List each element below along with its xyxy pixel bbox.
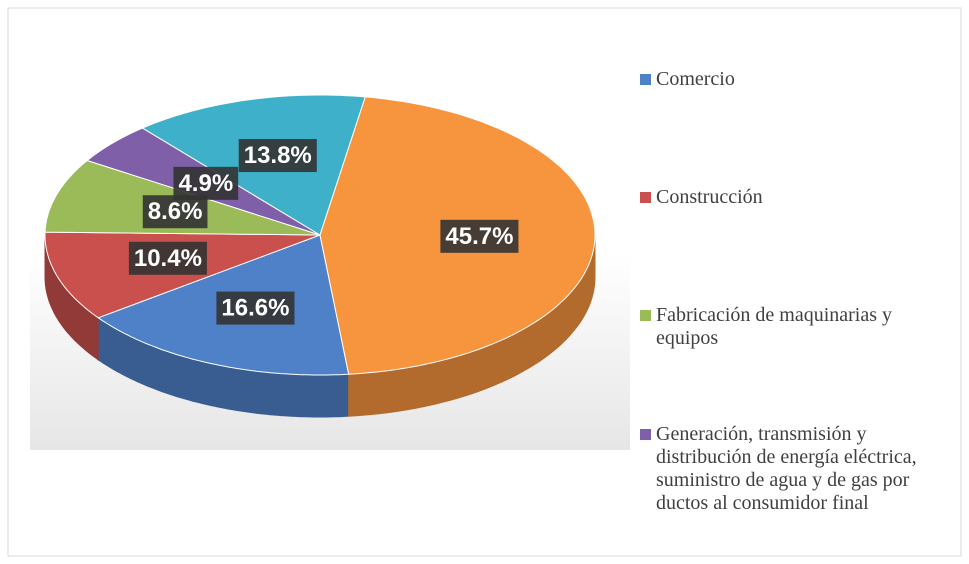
- data-label-text: 8.6%: [148, 198, 203, 225]
- data-label-bg: [440, 219, 519, 253]
- legend-swatch: [640, 429, 651, 440]
- legend-label: Fabricación de maquinarias y equipos: [656, 304, 893, 349]
- legend-swatch: [640, 310, 651, 321]
- data-label-text: 4.9%: [178, 170, 233, 197]
- data-label: 10.4%: [128, 241, 207, 275]
- data-label: 13.8%: [238, 139, 317, 173]
- legend-label: Construcción: [656, 186, 763, 208]
- legend-label: Generación, transmisión y distribución d…: [656, 423, 917, 514]
- legend-item: Fabricación de maquinarias y equipos: [636, 304, 956, 350]
- data-label: 8.6%: [142, 195, 208, 229]
- data-label-text: 13.8%: [244, 142, 312, 169]
- legend-swatch: [640, 74, 651, 85]
- data-label-bg: [238, 139, 317, 173]
- legend-bg: [636, 78, 956, 548]
- legend-item: Generación, transmisión y distribución d…: [636, 423, 956, 515]
- data-label: 4.9%: [173, 166, 239, 200]
- data-label-bg: [216, 291, 295, 325]
- data-label-bg: [142, 195, 208, 229]
- data-label: 45.7%: [440, 219, 519, 253]
- legend-label: Comercio: [656, 68, 735, 90]
- data-label-text: 45.7%: [445, 223, 513, 250]
- data-label-text: 16.6%: [221, 295, 289, 322]
- data-label-bg: [173, 166, 239, 200]
- legend-item: Construcción: [636, 186, 956, 209]
- legend-item: Comercio: [636, 68, 956, 91]
- data-label-bg: [128, 241, 207, 275]
- slice: [44, 231, 321, 319]
- data-label: 16.6%: [216, 291, 295, 325]
- legend-swatch: [640, 192, 651, 203]
- data-label-text: 10.4%: [134, 245, 202, 272]
